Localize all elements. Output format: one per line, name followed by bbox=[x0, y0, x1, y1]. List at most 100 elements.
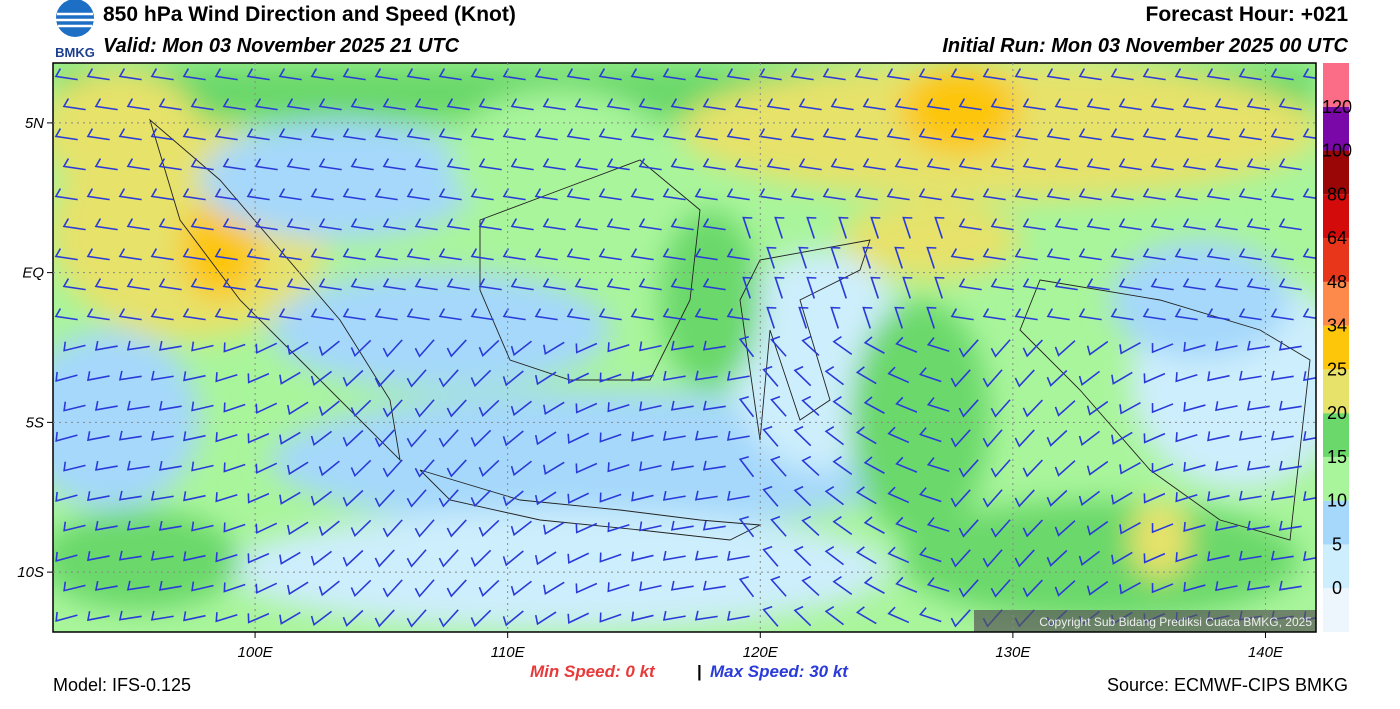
wind-barb bbox=[1022, 339, 1043, 358]
lat-tick-label: EQ bbox=[22, 265, 44, 282]
wind-barb bbox=[950, 369, 971, 388]
wind-barb bbox=[1014, 248, 1038, 261]
wind-barb bbox=[342, 188, 366, 201]
wind-barb bbox=[1246, 520, 1270, 531]
wind-barb bbox=[510, 218, 534, 231]
wind-barb bbox=[478, 519, 500, 537]
wind-barb bbox=[254, 218, 278, 231]
wind-barb bbox=[182, 128, 206, 141]
wind-barb bbox=[855, 606, 877, 625]
wind-barb bbox=[926, 306, 937, 329]
wind-barb bbox=[694, 550, 718, 561]
wind-barb bbox=[950, 489, 971, 508]
wind-barb bbox=[1278, 400, 1302, 411]
wind-barb bbox=[502, 248, 526, 261]
wind-barb bbox=[182, 188, 206, 201]
wind-barb bbox=[310, 128, 334, 141]
wind-barb bbox=[350, 459, 372, 478]
wind-barb bbox=[870, 216, 881, 239]
wind-barb bbox=[1206, 188, 1230, 201]
wind-barb bbox=[1215, 401, 1238, 412]
colorbar-swatch bbox=[1323, 588, 1349, 632]
wind-barb bbox=[702, 218, 726, 231]
wind-barb bbox=[1215, 461, 1238, 472]
wind-barb bbox=[598, 188, 622, 201]
wind-barb bbox=[1183, 461, 1206, 473]
wind-barb bbox=[1078, 68, 1102, 81]
wind-barb bbox=[406, 68, 430, 81]
wind-barb bbox=[824, 545, 845, 566]
wind-barb bbox=[1182, 158, 1206, 171]
wind-barb bbox=[126, 580, 150, 591]
wind-barb bbox=[310, 370, 333, 387]
wind-barb bbox=[639, 581, 662, 592]
wind-barb bbox=[350, 218, 374, 231]
wind-barb bbox=[798, 246, 809, 269]
wind-barb bbox=[1046, 308, 1070, 321]
wind-barb bbox=[832, 336, 853, 356]
wind-barb bbox=[94, 98, 118, 111]
wind-barb bbox=[1238, 68, 1262, 81]
wind-barb bbox=[958, 278, 982, 291]
wind-barb bbox=[534, 491, 557, 506]
wind-barb bbox=[214, 188, 238, 201]
wind-barb bbox=[342, 68, 366, 81]
wind-barb bbox=[470, 68, 494, 81]
wind-barb bbox=[1086, 400, 1109, 416]
wind-barb bbox=[990, 459, 1011, 478]
wind-barb bbox=[158, 580, 182, 591]
wind-barb bbox=[1110, 188, 1134, 201]
wind-barb bbox=[286, 278, 310, 291]
wind-barb bbox=[542, 98, 566, 111]
wind-barb bbox=[1278, 580, 1302, 591]
wind-barb bbox=[982, 308, 1006, 321]
wind-barb bbox=[1142, 68, 1166, 81]
wind-barb bbox=[438, 308, 462, 321]
wind-barb bbox=[1278, 340, 1302, 351]
wind-barb bbox=[832, 456, 853, 476]
wind-barb bbox=[1206, 248, 1230, 261]
wind-barb bbox=[726, 370, 750, 381]
wind-barb bbox=[1054, 460, 1076, 477]
wind-barb bbox=[150, 188, 174, 201]
wind-barb bbox=[926, 246, 937, 269]
wind-barb bbox=[863, 456, 885, 474]
wind-barb bbox=[762, 425, 779, 447]
wind-barb bbox=[222, 158, 246, 171]
wind-barb bbox=[793, 425, 812, 447]
wind-barb bbox=[382, 278, 406, 291]
wind-barb bbox=[543, 341, 565, 355]
wind-barb bbox=[534, 68, 558, 81]
wind-barb bbox=[1270, 490, 1294, 501]
wind-barb bbox=[286, 158, 310, 171]
wind-barb bbox=[694, 188, 718, 201]
wind-barb bbox=[631, 431, 654, 442]
wind-barb bbox=[894, 246, 905, 269]
wind-barb bbox=[470, 128, 494, 141]
wind-barbs bbox=[54, 68, 1316, 628]
wind-barb bbox=[630, 68, 654, 81]
wind-barb bbox=[183, 491, 206, 502]
wind-barb bbox=[742, 276, 753, 299]
wind-barb bbox=[438, 489, 459, 508]
wind-barb bbox=[318, 278, 342, 291]
wind-barb bbox=[63, 461, 86, 472]
wind-barb bbox=[566, 68, 590, 81]
wind-barb bbox=[286, 401, 309, 416]
wind-barb bbox=[1046, 68, 1070, 81]
wind-barb bbox=[94, 340, 118, 351]
wind-barb bbox=[470, 369, 492, 388]
wind-barb bbox=[502, 370, 524, 387]
wind-barb bbox=[1270, 550, 1294, 561]
wind-barb bbox=[438, 549, 459, 568]
wind-barb bbox=[54, 308, 78, 321]
wind-barb bbox=[374, 609, 395, 628]
wind-barb bbox=[278, 308, 302, 321]
wind-barb bbox=[734, 98, 758, 111]
wind-barb bbox=[414, 98, 438, 111]
wind-barb bbox=[798, 306, 809, 329]
wind-barb bbox=[1054, 400, 1076, 417]
wind-barb bbox=[598, 248, 622, 261]
wind-barb bbox=[702, 158, 726, 171]
wind-barb bbox=[1270, 248, 1294, 261]
